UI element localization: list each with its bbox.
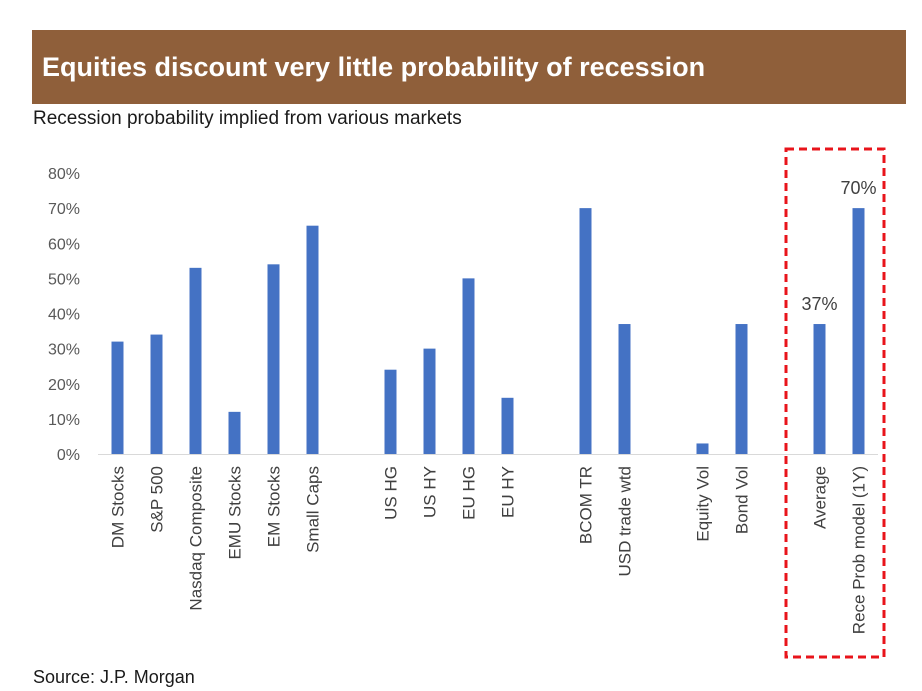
bar (189, 267, 202, 454)
x-tick-label: USD trade wtd (616, 466, 635, 577)
bar (267, 264, 280, 454)
y-tick-label: 60% (48, 236, 80, 253)
x-tick-label: Rece Prob model (1Y) (850, 466, 869, 634)
x-tick-label: EMU Stocks (226, 466, 245, 560)
y-tick-label: 30% (48, 342, 80, 359)
x-tick-label: EU HY (499, 466, 518, 518)
y-tick-label: 20% (48, 377, 80, 394)
data-label: 37% (801, 294, 837, 314)
highlight-box (784, 147, 886, 659)
chart-subtitle: Recession probability implied from vario… (33, 108, 462, 129)
chart-title: Equities discount very little probabilit… (42, 52, 706, 82)
bar (384, 369, 397, 454)
x-tick-label: EU HG (460, 466, 479, 520)
bar (111, 341, 124, 454)
x-tick-label: Nasdaq Composite (187, 466, 206, 611)
y-tick-label: 40% (48, 307, 80, 324)
x-tick-label: EM Stocks (265, 466, 284, 547)
x-tick-label: US HY (421, 466, 440, 518)
title-banner: Equities discount very little probabilit… (32, 30, 906, 104)
bar (813, 324, 826, 454)
source-note: Source: J.P. Morgan (33, 667, 195, 687)
bar (228, 411, 241, 454)
y-tick-label: 80% (48, 166, 80, 183)
data-label: 70% (840, 178, 876, 198)
bar (150, 334, 163, 454)
bar (735, 324, 748, 454)
y-tick-label: 50% (48, 271, 80, 288)
x-tick-label: S&P 500 (148, 466, 167, 533)
bar (501, 397, 514, 454)
bar (852, 208, 865, 454)
bar (306, 225, 319, 454)
bar (462, 278, 475, 454)
x-tick-label: US HG (382, 466, 401, 520)
bar (423, 348, 436, 454)
x-tick-label: Average (811, 466, 830, 529)
x-tick-label: Small Caps (304, 466, 323, 553)
y-tick-label: 10% (48, 412, 80, 429)
bar (696, 443, 709, 454)
x-tick-label: Equity Vol (694, 466, 713, 542)
bar (618, 324, 631, 454)
x-tick-label: BCOM TR (577, 466, 596, 544)
bar (579, 208, 592, 454)
y-tick-label: 70% (48, 201, 80, 218)
y-tick-label: 0% (57, 447, 80, 464)
x-tick-label: DM Stocks (109, 466, 128, 548)
x-tick-label: Bond Vol (733, 466, 752, 534)
